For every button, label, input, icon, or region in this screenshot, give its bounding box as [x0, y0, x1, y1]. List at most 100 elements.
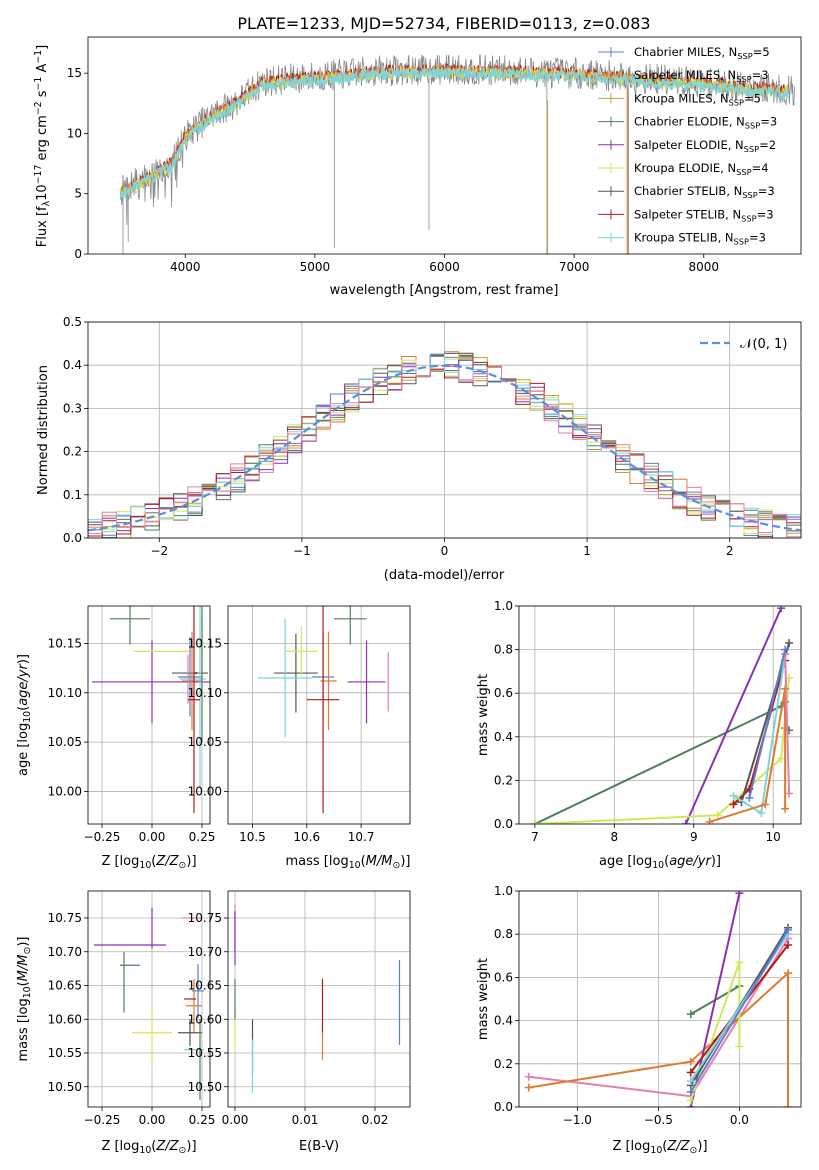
y-axis-label: mass weight: [476, 958, 491, 1040]
plot-area: [530, 606, 794, 824]
x-tick-label: 7: [531, 830, 539, 844]
y-axis-label: mass weight: [476, 674, 491, 756]
y-tick-label: 10.75: [48, 911, 82, 925]
x-tick-label: 5000: [300, 260, 331, 274]
x-axis-label: Z [log10(Z/Z⊙)]: [101, 854, 196, 871]
y-tick-label: 0.6: [494, 970, 513, 984]
plot-area: [88, 351, 801, 538]
x-tick-label: 0.25: [189, 830, 216, 844]
y-tick-label: 0.5: [63, 315, 82, 329]
x-tick-label: 0.0: [730, 1113, 749, 1127]
y-tick-label: 10.05: [188, 735, 222, 749]
mass-weight-series: [748, 649, 787, 799]
age-vs-mass: 10.5 10.6 10.7 10.00 10.05 10.10 10.15 mass [lo…: [188, 605, 411, 871]
y-tick-label: 10.65: [48, 979, 82, 993]
y-tick-label: 0.0: [63, 531, 82, 545]
age-vs-metallicity: −0.25 0.00 0.25 10.00 10.05 10.10 10.15 Z [log1…: [16, 605, 216, 871]
x-tick-label: 0.00: [139, 1113, 166, 1127]
x-tick-label: 10.6: [293, 830, 320, 844]
x-tick-label: 7000: [559, 260, 590, 274]
y-tick-label: 0.8: [494, 643, 513, 657]
x-axis-label: mass [log10(M/M⊙)]: [286, 854, 411, 871]
y-tick-label: 0.2: [63, 445, 82, 459]
y-tick-label: 0.2: [494, 773, 513, 787]
legend-label: Kroupa STELIB, NSSP=3: [634, 231, 766, 247]
y-tick-label: 0.4: [494, 1014, 513, 1028]
y-tick-label: 0.6: [494, 686, 513, 700]
axes-frame: [87, 890, 211, 1108]
legend-label: Kroupa ELODIE, NSSP=4: [634, 161, 769, 177]
y-tick-label: 10.60: [188, 1012, 222, 1026]
plot-area: [524, 891, 793, 1107]
y-tick-label: 10.15: [188, 636, 222, 650]
x-axis-label: (data-model)/error: [384, 568, 505, 583]
x-tick-label: 0.01: [292, 1113, 319, 1127]
y-tick-label: 10.50: [48, 1080, 82, 1094]
histogram-series: [88, 363, 801, 538]
x-axis-label: Z [log10(Z/Z⊙)]: [612, 1139, 707, 1156]
x-tick-label: 0: [441, 544, 449, 558]
x-tick-label: 10.7: [348, 830, 375, 844]
y-tick-label: 10.70: [188, 945, 222, 959]
x-tick-label: −2: [150, 544, 168, 558]
legend-label: Chabrier STELIB, NSSP=3: [634, 184, 775, 200]
y-tick-label: 1.0: [494, 599, 513, 613]
legend-label: Salpeter ELODIE, NSSP=2: [634, 138, 776, 154]
y-axis-label: Flux [fλ10−17 erg cm−2 s−1 A−1]: [33, 45, 52, 247]
y-tick-label: 10.65: [188, 979, 222, 993]
y-tick-label: 0.0: [494, 1100, 513, 1114]
legend-label: Chabrier MILES, NSSP=5: [634, 45, 770, 61]
axes-frame: [227, 605, 411, 825]
plot-area: [257, 606, 389, 814]
y-tick-label: 1.0: [494, 884, 513, 898]
mass-weight-series: [784, 653, 791, 794]
mass-weight-vs-age: 7 8 9 10 0.0 0.2 0.4 0.6 0.8 1.0 mass weight age [l…: [476, 599, 802, 871]
plot-area: [94, 907, 204, 1101]
x-axis-label: E(B-V): [299, 1139, 339, 1154]
y-tick-label: 0.4: [63, 358, 82, 372]
spectrum-chart: 4000 5000 6000 7000 8000 0 5 10 15 wavelength [An…: [33, 36, 802, 298]
normal-reference-curve: [88, 364, 801, 532]
y-tick-label: 15: [67, 66, 82, 80]
x-tick-label: 0.00: [139, 830, 166, 844]
x-tick-label: −0.5: [644, 1113, 673, 1127]
x-tick-label: −0.25: [84, 830, 121, 844]
y-tick-label: 10.05: [48, 735, 82, 749]
y-tick-label: 0.8: [494, 927, 513, 941]
mass-weight-vs-metallicity: −1.0 −0.5 0.0 0.0 0.2 0.4 0.6 0.8 1.0 mass weight…: [476, 884, 802, 1156]
y-tick-label: 10.55: [48, 1046, 82, 1060]
y-tick-label: 10.75: [188, 911, 222, 925]
x-tick-label: 0.02: [362, 1113, 389, 1127]
y-tick-label: 0.3: [63, 401, 82, 415]
x-tick-label: 10: [766, 830, 781, 844]
y-tick-label: 10.00: [48, 784, 82, 798]
spectrum-model-line: [119, 66, 789, 200]
figure-title: PLATE=1233, MJD=52734, FIBERID=0113, z=0…: [237, 14, 650, 33]
y-tick-label: 10.70: [48, 945, 82, 959]
x-tick-label: 0.25: [189, 1113, 216, 1127]
legend-label: 𝒩(0, 1): [740, 337, 787, 352]
y-axis-label: age [log10(age/yr)]: [16, 654, 33, 776]
x-tick-label: −0.25: [84, 1113, 121, 1127]
y-tick-label: 10: [67, 126, 82, 140]
y-tick-label: 10.10: [188, 686, 222, 700]
legend-label: Chabrier ELODIE, NSSP=3: [634, 115, 777, 131]
y-tick-label: 10.10: [48, 686, 82, 700]
y-tick-label: 10.15: [48, 636, 82, 650]
y-tick-label: 0: [74, 247, 82, 261]
histogram-series: [88, 353, 801, 538]
axes-frame: [518, 605, 802, 825]
y-tick-label: 0.2: [494, 1057, 513, 1071]
y-tick-label: 0.0: [494, 817, 513, 831]
plot-area: [119, 54, 795, 254]
mass-vs-metallicity: −0.25 0.00 0.25 10.50 10.55 10.60 10.65 10.70 10…: [16, 890, 216, 1156]
x-tick-label: 10.5: [239, 830, 266, 844]
x-tick-label: 8000: [688, 260, 719, 274]
axes-frame: [227, 890, 411, 1108]
x-tick-label: 9: [690, 830, 698, 844]
legend-label: Salpeter STELIB, NSSP=3: [634, 207, 774, 223]
plot-area: [234, 904, 401, 1094]
x-axis-label: wavelength [Angstrom, rest frame]: [330, 283, 559, 298]
axes-frame: [87, 605, 211, 825]
